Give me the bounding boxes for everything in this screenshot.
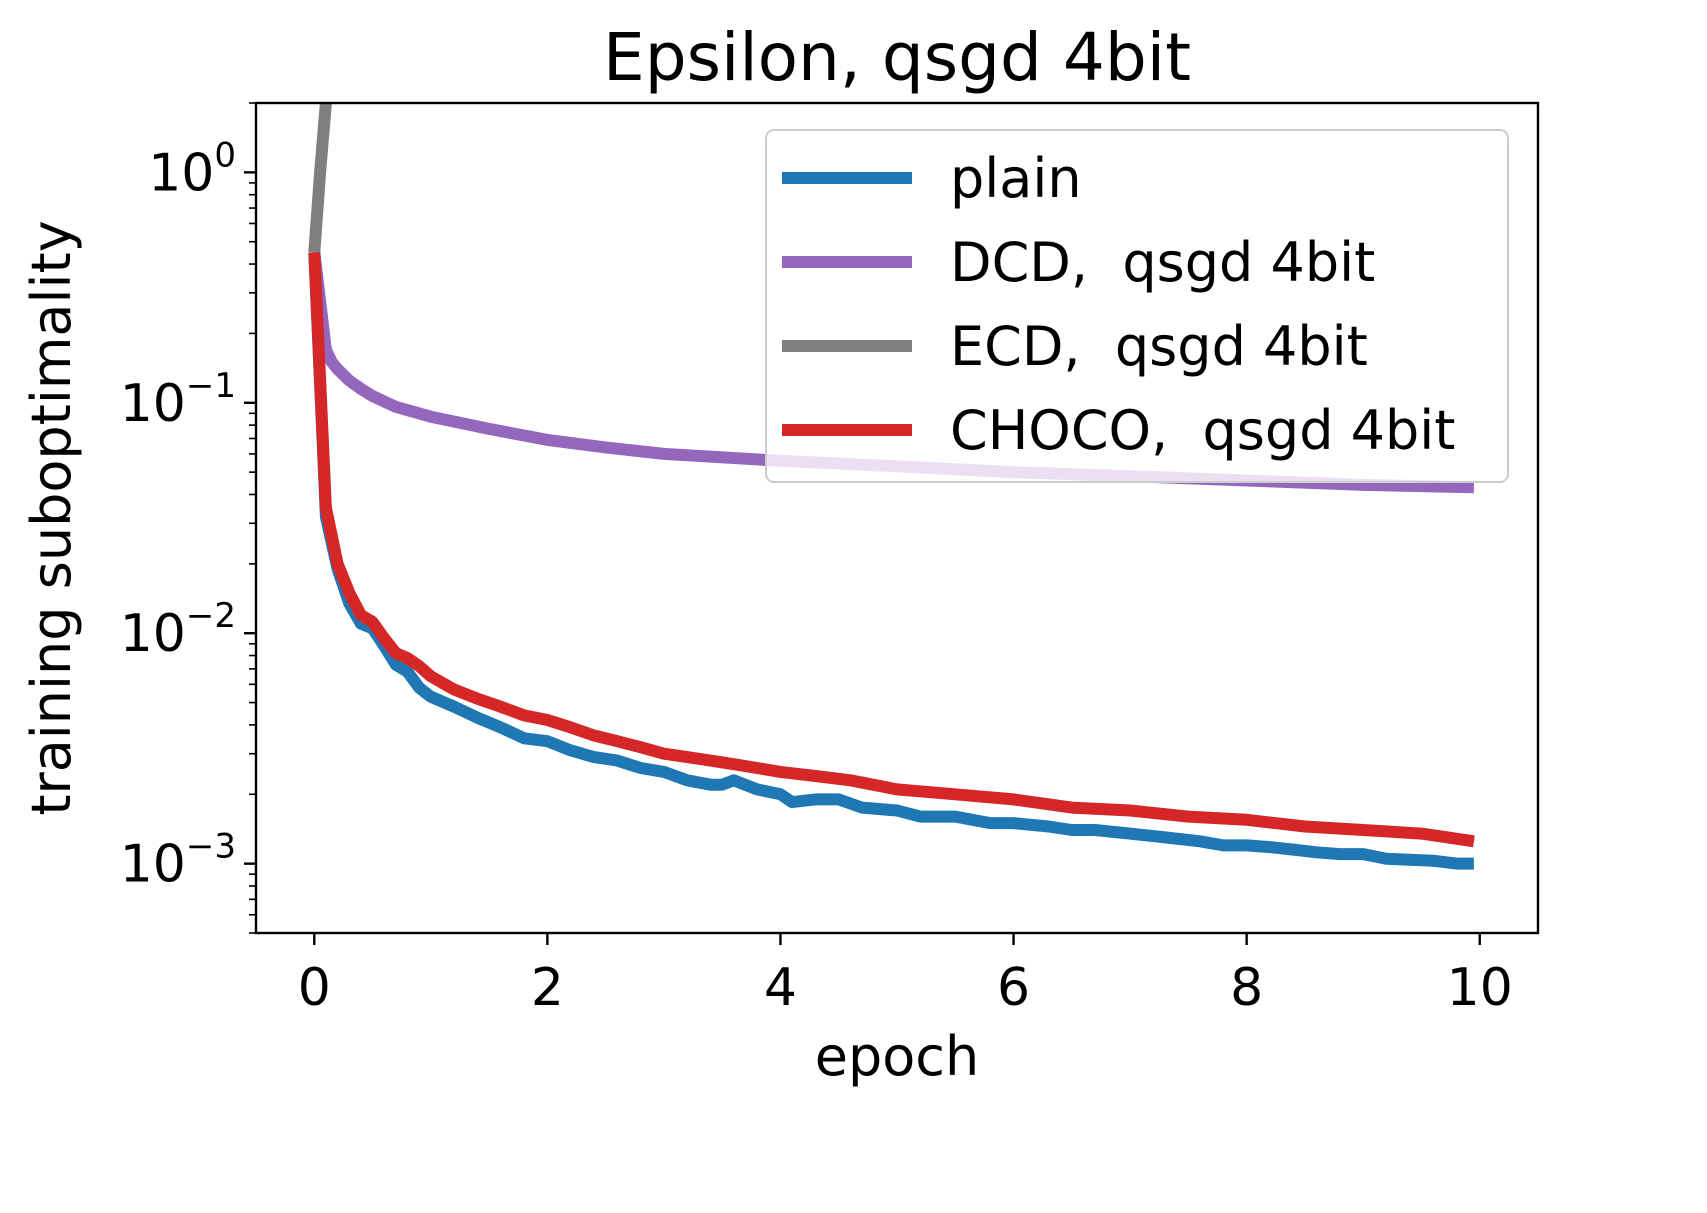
- y-axis-label: training suboptimality: [20, 220, 83, 815]
- y-tick-label: 100: [148, 135, 236, 203]
- legend: plain DCD, qsgd 4bit ECD, qsgd 4bit CHOCO, …: [765, 129, 1509, 483]
- y-tick-label: 10−1: [120, 366, 236, 434]
- y-tick-label: 10−2: [120, 596, 236, 664]
- x-tick-label: 4: [764, 958, 797, 1018]
- legend-label: CHOCO, qsgd 4bit: [950, 399, 1455, 462]
- series-line-4: [308, 252, 1475, 848]
- legend-label: DCD, qsgd 4bit: [950, 231, 1375, 294]
- y-axis: 100 10−1 10−2 10−3: [120, 102, 256, 934]
- legend-label: plain: [950, 147, 1082, 210]
- legend-box: [765, 129, 1509, 483]
- chart-title: Epsilon, qsgd 4bit: [603, 19, 1191, 96]
- x-tick-label: 0: [298, 958, 331, 1018]
- x-tick-label: 2: [531, 958, 564, 1018]
- x-axis-label: epoch: [815, 1025, 979, 1088]
- x-tick-label: 10: [1447, 958, 1513, 1018]
- x-tick-label: 6: [997, 958, 1030, 1018]
- series-line-3: [308, 103, 332, 253]
- x-axis: 0 2 4 6 8 10: [298, 933, 1513, 1018]
- x-tick-label: 8: [1230, 958, 1263, 1018]
- y-tick-label: 10−3: [120, 827, 236, 895]
- plot-frame: [254, 101, 1540, 935]
- legend-label: ECD, qsgd 4bit: [950, 315, 1368, 378]
- series-line-1: [308, 252, 1474, 870]
